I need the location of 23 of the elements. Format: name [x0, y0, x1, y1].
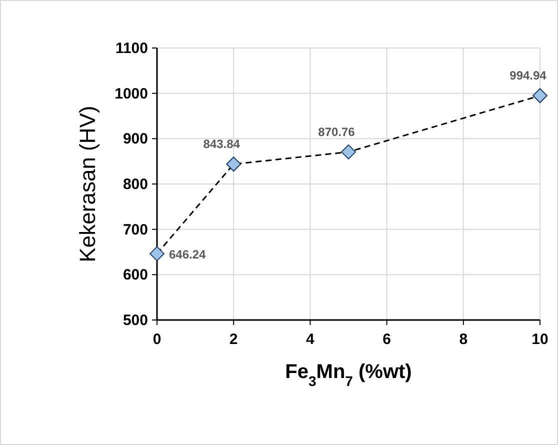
y-tick-label: 700 [122, 221, 148, 238]
y-tick-label: 500 [122, 312, 148, 329]
x-tick-label: 8 [459, 331, 468, 348]
y-tick-label: 1000 [114, 85, 148, 102]
x-tick-label: 4 [306, 331, 316, 348]
point [226, 156, 242, 172]
point [150, 246, 164, 262]
point [341, 144, 356, 160]
point [532, 88, 548, 104]
x-tick-label: 6 [382, 331, 391, 348]
data-label: 646.24 [169, 248, 206, 262]
x-tick-label: 2 [229, 331, 238, 348]
data-label: 843.84 [203, 137, 240, 152]
data-label: 994.94 [510, 68, 547, 83]
x-axis-title: Fe$_{3}$Mn$_{7}$ (%wt) [285, 361, 412, 389]
y-tick-label: 900 [122, 130, 148, 148]
data-label: 870.76 [318, 124, 356, 139]
x-tick-label: 10 [532, 331, 548, 348]
y-tick-label: 800 [122, 176, 148, 193]
y-axis-title: Kekerasan (HV) [75, 106, 100, 262]
y-tick-label: 1100 [115, 40, 148, 57]
y-tick-label: 600 [122, 266, 148, 284]
x-tick-label: 0 [152, 331, 162, 348]
